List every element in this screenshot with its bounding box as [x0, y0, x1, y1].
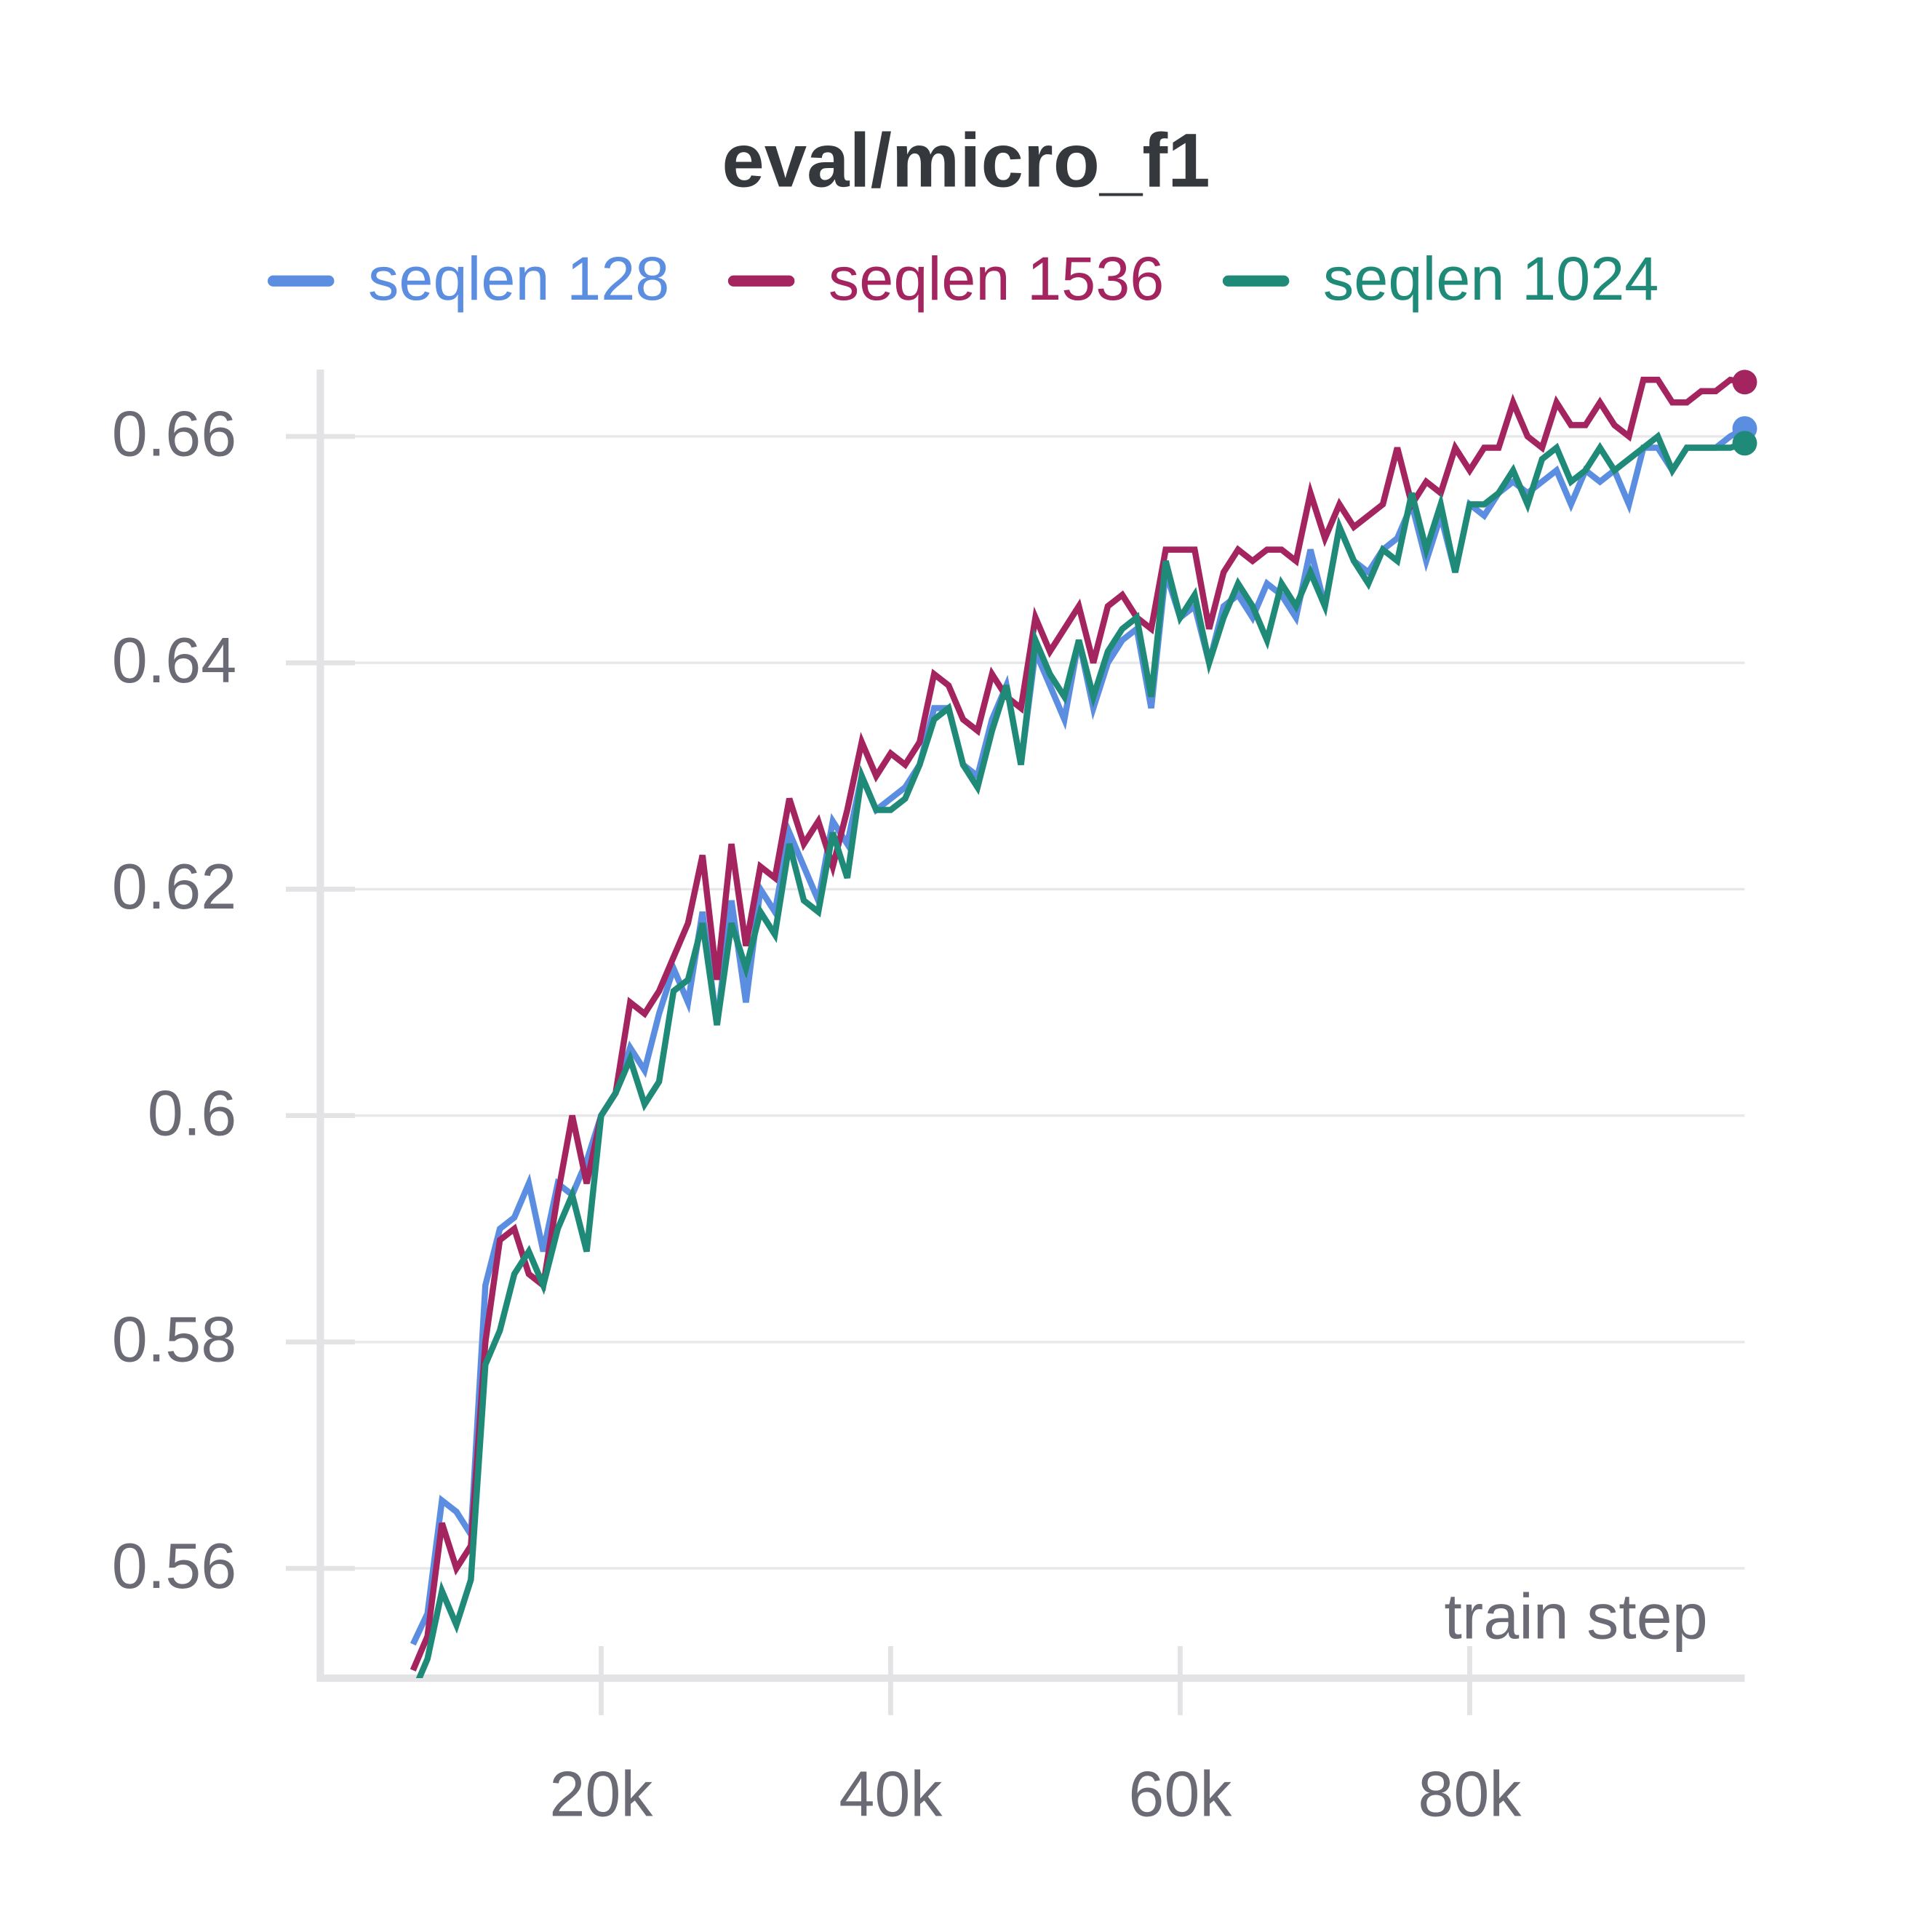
end-marker: [1733, 431, 1757, 455]
y-tick-label: 0.62: [112, 850, 236, 922]
y-tick-label: 0.56: [112, 1530, 236, 1602]
x-tick-label: 80k: [1418, 1757, 1522, 1829]
x-tick-label: 20k: [549, 1757, 653, 1829]
end-marker: [1733, 370, 1757, 394]
y-tick-label: 0.6: [148, 1077, 236, 1149]
legend-label: seqlen 128: [368, 244, 669, 313]
y-tick-label: 0.58: [112, 1304, 236, 1376]
legend-label: seqlen 1024: [1323, 244, 1658, 313]
y-tick-label: 0.64: [112, 624, 236, 696]
x-tick-label: 60k: [1128, 1757, 1232, 1829]
x-tick-label: 40k: [839, 1757, 943, 1829]
y-tick-label: 0.66: [112, 398, 236, 470]
plot-area: [413, 380, 1745, 1693]
legend: seqlen 128 seqlen 1536 seqlen 1024: [274, 244, 1659, 313]
x-axis-label: train step: [1444, 1580, 1707, 1652]
series-line: [413, 380, 1745, 1670]
chart-title: eval/micro_f1: [722, 118, 1210, 203]
series-line: [413, 436, 1745, 1693]
legend-label: seqlen 1536: [829, 244, 1164, 313]
